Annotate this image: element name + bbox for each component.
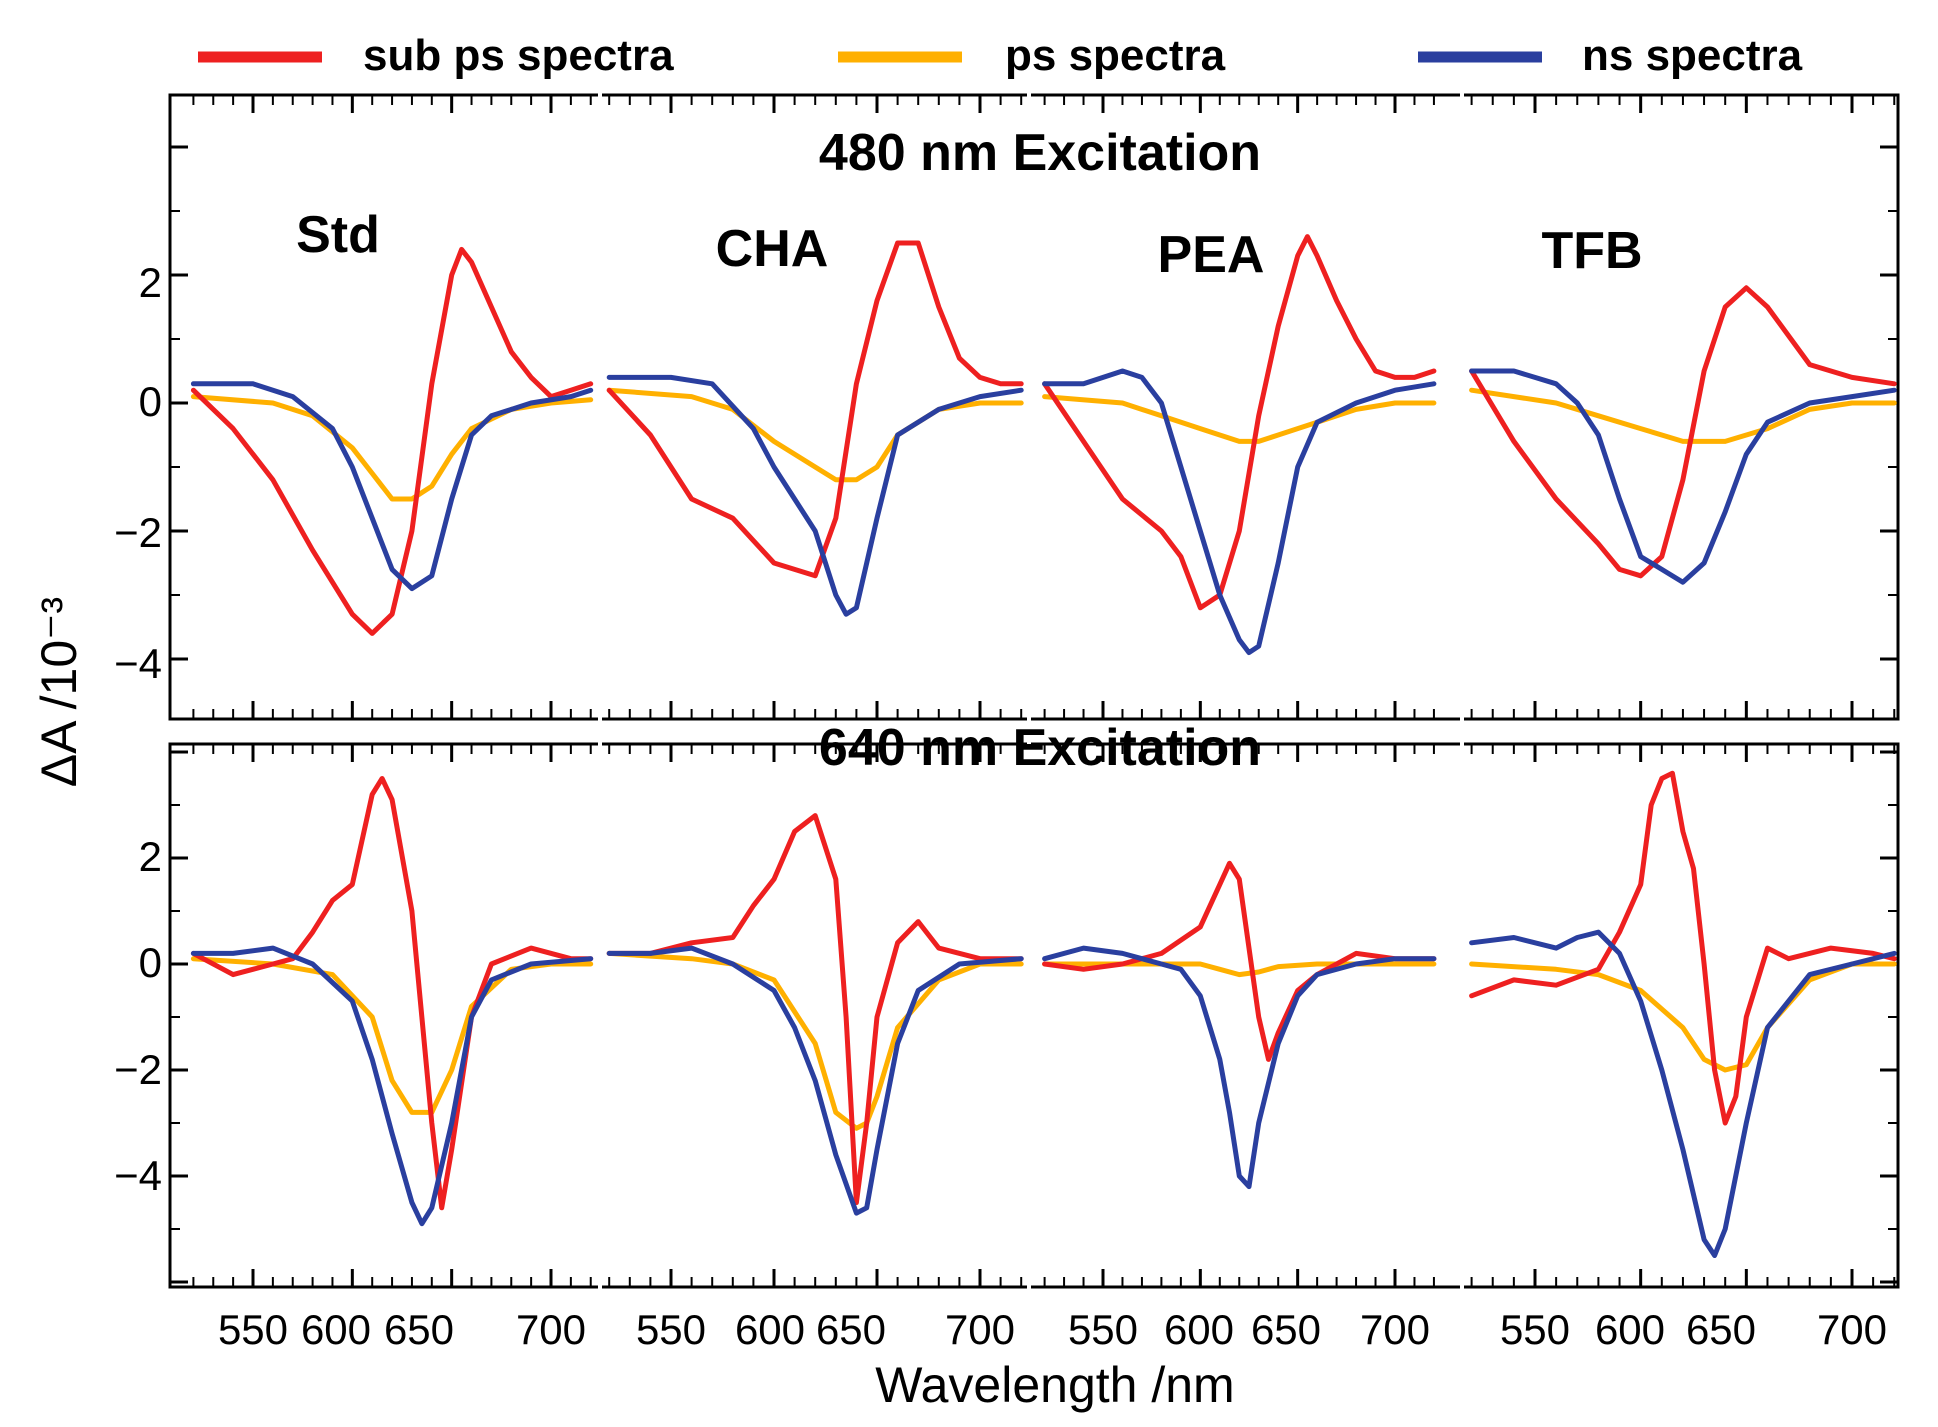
axis-break-2-3 <box>1460 1280 1464 1294</box>
ytick-top-m2: −2 <box>114 509 162 556</box>
curve-480-pea-sub-ps-spectra <box>1042 234 1437 611</box>
curve-480-cha-ns-spectra <box>606 374 1024 617</box>
axis-break-0-0 <box>598 88 602 102</box>
xtick-col4-700: 700 <box>1817 1306 1887 1353</box>
x-tick-labels: 550 600 650 700 550 600 650 700 550 600 … <box>218 1306 1887 1353</box>
axis-break-1-0 <box>1027 88 1031 102</box>
panel-frames <box>168 93 1900 1289</box>
xtick-col1-700: 700 <box>516 1306 586 1353</box>
top-row-title: 480 nm Excitation <box>819 124 1261 182</box>
curve-480-std-ns-spectra <box>190 381 594 592</box>
curve-640-std-ps-spectra <box>190 956 594 1115</box>
curve-640-cha-ns-spectra <box>606 945 1024 1216</box>
xtick-col2-650: 650 <box>816 1306 886 1353</box>
column-gaps <box>598 88 1464 1294</box>
xtick-col4-600: 600 <box>1595 1306 1665 1353</box>
y-axis-label: ΔA /10⁻³ <box>31 597 87 787</box>
sample-label-tfb: TFB <box>1541 222 1642 280</box>
axis-break-1-1 <box>1027 712 1031 726</box>
axis-break-2-1 <box>1460 712 1464 726</box>
ytick-bottom-2: 2 <box>139 833 162 880</box>
curve-640-pea-ns-spectra <box>1042 945 1437 1190</box>
xtick-col2-600: 600 <box>735 1306 805 1353</box>
ytick-top-m4: −4 <box>114 640 162 687</box>
y-tick-labels: 2 0 −2 −4 2 0 −2 −4 <box>114 259 162 1199</box>
xtick-col3-550: 550 <box>1068 1306 1138 1353</box>
curve-480-std-ps-spectra <box>190 394 594 502</box>
sample-label-pea: PEA <box>1158 226 1265 284</box>
frame-top <box>168 93 1900 721</box>
xtick-col1-650: 650 <box>384 1306 454 1353</box>
bottom-row-title: 640 nm Excitation <box>819 719 1261 777</box>
curve-640-cha-ps-spectra <box>606 950 1024 1131</box>
x-axis-label: Wavelength /nm <box>875 1357 1234 1413</box>
legend-label-ns: ns spectra <box>1582 31 1803 80</box>
axis-break-0-1 <box>598 712 602 726</box>
xtick-col2-550: 550 <box>636 1306 706 1353</box>
xtick-col3-700: 700 <box>1360 1306 1430 1353</box>
axis-break-1-2 <box>1027 737 1031 751</box>
xtick-col1-600: 600 <box>301 1306 371 1353</box>
curve-640-tfb-ns-spectra <box>1469 929 1897 1258</box>
curve-640-std-ns-spectra <box>190 945 594 1227</box>
curve-640-cha-sub-ps-spectra <box>606 813 1024 1205</box>
axis-break-2-2 <box>1460 737 1464 751</box>
curve-640-tfb-sub-ps-spectra <box>1469 770 1897 1126</box>
ytick-top-0: 0 <box>139 378 162 425</box>
curve-640-tfb-ps-spectra <box>1469 961 1897 1073</box>
xtick-col3-600: 600 <box>1164 1306 1234 1353</box>
legend-label-sub-ps: sub ps spectra <box>363 31 674 80</box>
ytick-bottom-0: 0 <box>139 939 162 986</box>
sample-label-std: Std <box>296 206 380 264</box>
frame-bottom <box>168 742 1900 1289</box>
axis-ticks <box>170 95 1898 1287</box>
axis-break-1-3 <box>1027 1280 1031 1294</box>
axis-break-2-0 <box>1460 88 1464 102</box>
curve-480-std-sub-ps-spectra <box>190 246 594 636</box>
legend-label-ps: ps spectra <box>1005 31 1226 80</box>
curve-480-tfb-ns-spectra <box>1469 368 1897 585</box>
xtick-col4-650: 650 <box>1686 1306 1756 1353</box>
sample-label-cha: CHA <box>716 220 829 278</box>
ytick-bottom-m2: −2 <box>114 1046 162 1093</box>
xtick-col4-550: 550 <box>1500 1306 1570 1353</box>
curve-480-cha-sub-ps-spectra <box>606 240 1024 579</box>
ytick-bottom-m4: −4 <box>114 1152 162 1199</box>
xtick-col2-700: 700 <box>945 1306 1015 1353</box>
spectra-curves <box>190 234 1897 1258</box>
axis-break-0-3 <box>598 1280 602 1294</box>
ytick-top-2: 2 <box>139 259 162 306</box>
xtick-col1-550: 550 <box>218 1306 288 1353</box>
legend: sub ps spectra ps spectra ns spectra <box>198 31 1803 80</box>
axis-break-0-2 <box>598 737 602 751</box>
curve-640-std-sub-ps-spectra <box>190 776 594 1211</box>
xtick-col3-650: 650 <box>1251 1306 1321 1353</box>
curve-480-pea-ps-spectra <box>1042 394 1437 444</box>
curve-480-pea-ns-spectra <box>1042 368 1437 656</box>
curve-480-tfb-sub-ps-spectra <box>1469 285 1897 579</box>
